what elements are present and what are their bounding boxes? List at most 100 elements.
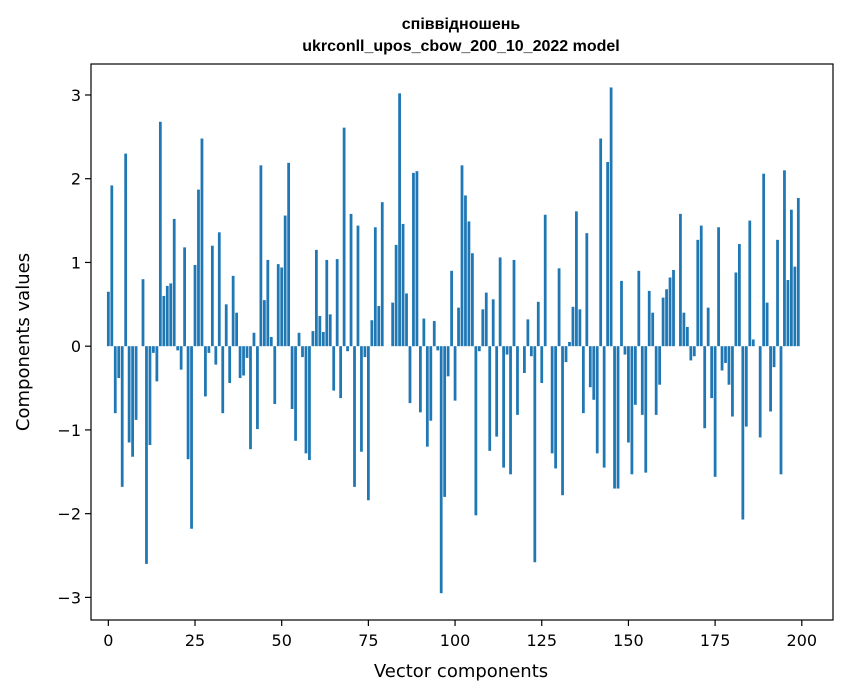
bar — [706, 307, 710, 347]
bar — [377, 305, 381, 347]
bar — [665, 289, 668, 347]
bar — [502, 346, 505, 468]
bar — [238, 346, 242, 379]
bar — [613, 346, 616, 489]
bar — [703, 346, 707, 429]
bar — [318, 316, 322, 347]
y-tick-label: −3 — [57, 588, 81, 607]
bar — [602, 346, 606, 468]
bar — [540, 346, 544, 384]
bar — [266, 259, 270, 347]
bar — [200, 138, 204, 347]
bar — [110, 185, 114, 347]
bar — [717, 227, 720, 347]
bar — [224, 304, 228, 347]
bar — [585, 233, 589, 347]
bar — [113, 346, 117, 414]
plot-frame — [90, 63, 834, 621]
bar — [158, 121, 162, 347]
bar — [592, 346, 596, 400]
bar — [533, 346, 537, 563]
bar — [751, 339, 755, 347]
bar — [696, 239, 700, 347]
x-tick-label: 200 — [787, 631, 818, 650]
bar — [321, 331, 325, 347]
bar — [127, 346, 131, 443]
bar — [228, 346, 232, 384]
bar — [210, 245, 214, 347]
bar — [429, 346, 433, 421]
bar — [633, 346, 637, 405]
bar — [783, 170, 786, 347]
bar — [699, 225, 703, 347]
bar — [464, 195, 467, 347]
bar — [280, 267, 284, 347]
bar — [668, 277, 672, 347]
bar — [644, 346, 648, 473]
bar — [571, 306, 575, 347]
bar — [713, 346, 717, 477]
bar — [630, 346, 634, 475]
bar — [484, 292, 488, 347]
bar — [273, 346, 277, 404]
bar — [536, 301, 540, 347]
bar — [526, 319, 530, 347]
bar — [651, 312, 655, 347]
bar — [373, 227, 377, 347]
bar — [467, 221, 471, 347]
bar — [131, 346, 134, 457]
bar — [367, 346, 370, 501]
bar — [349, 213, 353, 347]
bar — [401, 223, 405, 347]
bar — [661, 297, 665, 347]
bar — [495, 346, 499, 437]
bar — [249, 346, 252, 450]
bar — [505, 346, 509, 355]
bar — [259, 165, 263, 347]
x-tick-label: 125 — [526, 631, 557, 650]
bar — [405, 293, 408, 347]
bar — [568, 342, 571, 347]
bar — [297, 332, 301, 347]
bar — [425, 346, 429, 447]
x-axis-label: Vector components — [374, 661, 548, 682]
bar — [516, 346, 519, 415]
bar — [117, 346, 121, 379]
bar — [790, 209, 793, 347]
bar — [512, 259, 516, 347]
bar — [342, 127, 346, 347]
bar — [172, 218, 176, 347]
bar — [769, 346, 772, 412]
y-axis-label: Components values — [13, 253, 34, 431]
bar — [439, 346, 443, 594]
bar — [165, 285, 169, 347]
bar — [550, 346, 554, 454]
bar — [762, 173, 766, 347]
bar — [595, 346, 599, 454]
bar — [481, 309, 485, 347]
bar — [685, 326, 689, 347]
x-tick-label: 150 — [613, 631, 644, 650]
bar — [446, 346, 450, 377]
bar — [287, 162, 291, 347]
x-tick-label: 75 — [358, 631, 378, 650]
bar — [599, 138, 603, 347]
bar — [391, 302, 395, 347]
x-tick-label: 0 — [103, 631, 113, 650]
bar — [360, 346, 363, 452]
bar — [169, 283, 173, 347]
bar — [415, 171, 419, 347]
bar — [529, 346, 533, 357]
bar — [557, 268, 561, 347]
bar — [217, 232, 221, 347]
bar — [134, 346, 138, 420]
bar — [606, 161, 610, 347]
bar — [554, 346, 557, 469]
bar — [588, 346, 592, 388]
bar — [776, 239, 779, 347]
bar — [269, 336, 273, 347]
bar — [207, 346, 211, 353]
bar — [314, 249, 318, 347]
x-tick-label: 25 — [185, 631, 205, 650]
bar — [471, 253, 474, 347]
